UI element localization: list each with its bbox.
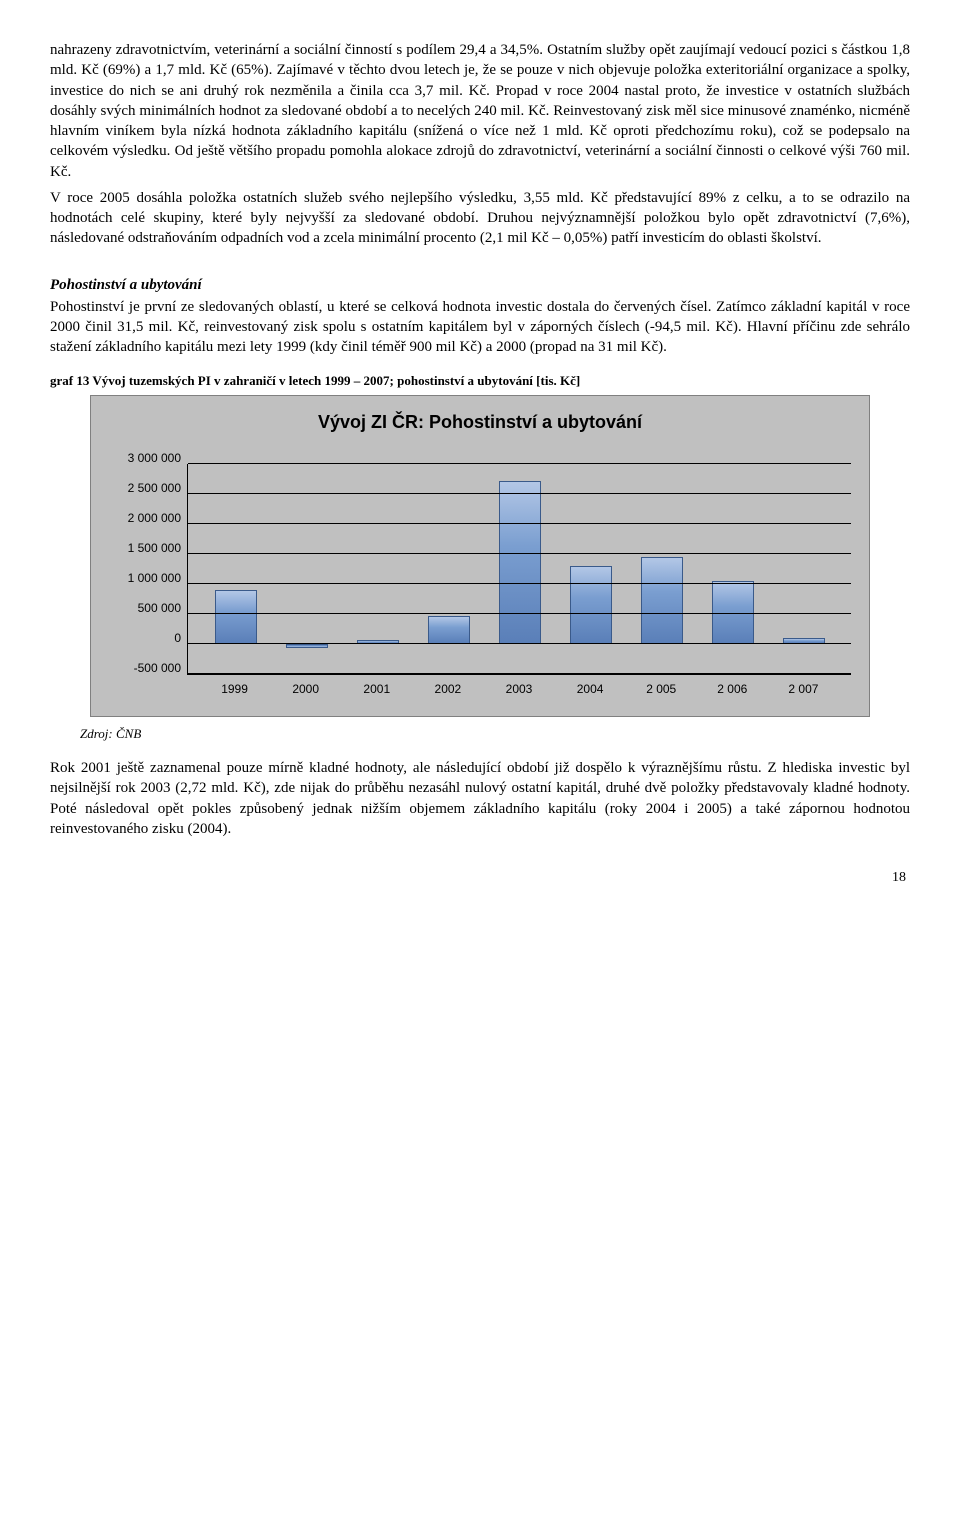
- gridline: [188, 613, 851, 614]
- x-tick-label: 1999: [199, 681, 270, 697]
- bar-slot: [697, 464, 768, 644]
- chart-bar: [215, 590, 257, 644]
- chart-bar: [428, 616, 470, 645]
- bar-slot: [484, 464, 555, 644]
- gridline: [188, 553, 851, 554]
- x-tick-label: 2 006: [697, 681, 768, 697]
- body-paragraph: V roce 2005 dosáhla položka ostatních sl…: [50, 188, 910, 249]
- bar-slot: [342, 464, 413, 644]
- x-tick-label: 2004: [555, 681, 626, 697]
- chart-plot-area: [187, 464, 851, 675]
- body-paragraph: nahrazeny zdravotnictvím, veterinární a …: [50, 40, 910, 182]
- section-heading: Pohostinství a ubytování: [50, 275, 910, 295]
- gridline: [188, 583, 851, 584]
- chart-bar: [641, 557, 683, 644]
- bar-slot: [413, 464, 484, 644]
- chart-bar: [499, 481, 541, 644]
- body-paragraph: Rok 2001 ještě zaznamenal pouze mírně kl…: [50, 758, 910, 839]
- chart-container: Vývoj ZI ČR: Pohostinství a ubytování 3 …: [90, 395, 870, 716]
- bar-slot: [271, 464, 342, 644]
- gridline: [188, 643, 851, 644]
- chart-body: 3 000 0002 500 0002 000 0001 500 0001 00…: [109, 464, 851, 697]
- x-tick-label: 2001: [341, 681, 412, 697]
- gridline: [188, 523, 851, 524]
- x-tick-label: 2 005: [626, 681, 697, 697]
- bar-slot: [626, 464, 697, 644]
- gridline: [188, 463, 851, 464]
- chart-title: Vývoj ZI ČR: Pohostinství a ubytování: [109, 410, 851, 434]
- chart-bars: [188, 464, 851, 644]
- chart-bar: [286, 644, 328, 648]
- y-axis: 3 000 0002 500 0002 000 0001 500 0001 00…: [109, 464, 187, 674]
- x-tick-label: 2 007: [768, 681, 839, 697]
- x-axis: 1999200020012002200320042 0052 0062 007: [187, 675, 851, 697]
- x-tick-label: 2000: [270, 681, 341, 697]
- bar-slot: [555, 464, 626, 644]
- bar-slot: [768, 464, 839, 644]
- bar-slot: [200, 464, 271, 644]
- page-number: 18: [50, 869, 910, 888]
- body-paragraph: Pohostinství je první ze sledovaných obl…: [50, 297, 910, 358]
- gridline: [188, 493, 851, 494]
- chart-caption: graf 13 Vývoj tuzemských PI v zahraničí …: [50, 372, 910, 390]
- chart-source: Zdroj: ČNB: [80, 725, 910, 743]
- x-tick-label: 2003: [483, 681, 554, 697]
- x-tick-label: 2002: [412, 681, 483, 697]
- chart-bar: [570, 566, 612, 644]
- gridline: [188, 673, 851, 674]
